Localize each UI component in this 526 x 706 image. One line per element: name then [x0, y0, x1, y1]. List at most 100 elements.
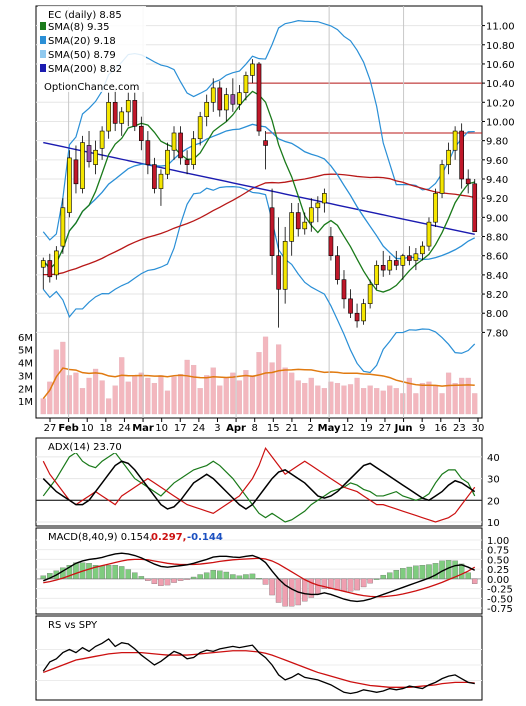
- candle-body: [230, 94, 236, 105]
- candle-body: [361, 303, 366, 322]
- volume-bar: [374, 388, 380, 415]
- price-tick-label: 11.00: [486, 22, 515, 33]
- volume-bar: [40, 398, 46, 415]
- volume-bar: [262, 336, 269, 415]
- volume-bar: [236, 380, 242, 415]
- candle-body: [139, 125, 144, 141]
- macd-histogram-bar: [288, 578, 295, 607]
- price-tick-label: 10.80: [486, 41, 515, 52]
- macd-histogram-bar: [249, 573, 256, 580]
- rs-panel-frame: [35, 615, 483, 701]
- macd-histogram-bar: [230, 574, 236, 580]
- macd-histogram-bar: [360, 578, 367, 588]
- candle-body: [426, 221, 432, 247]
- macd-label: MACD(8,40,9) 0.154,: [48, 532, 153, 543]
- date-tick-label: 15: [267, 423, 280, 434]
- macd-histogram-bar: [177, 578, 184, 581]
- candle-body: [374, 264, 379, 285]
- macd-histogram-bar: [301, 578, 308, 602]
- date-tick-label: 2: [307, 423, 313, 434]
- volume-bar: [328, 381, 334, 415]
- date-tick-label: Jun: [394, 423, 413, 434]
- macd-histogram-bar: [308, 578, 315, 598]
- candle-body: [178, 132, 183, 159]
- volume-bar: [282, 367, 288, 415]
- volume-bar: [119, 357, 125, 415]
- volume-bar: [347, 384, 354, 415]
- candle-body: [263, 140, 268, 146]
- macd-histogram-bar: [66, 565, 73, 580]
- price-tick-label: 10.20: [486, 98, 515, 109]
- date-tick-label: 12: [341, 423, 354, 434]
- candle-body: [380, 264, 386, 271]
- volume-bar: [164, 390, 171, 415]
- macd-histogram-bar: [262, 578, 269, 585]
- adx-panel: 40 30 20 10 ADX(14) 23.70: [35, 437, 500, 529]
- volume-bar: [269, 362, 275, 415]
- macd-histogram-bar: [419, 565, 426, 580]
- macd-histogram-bar: [223, 571, 230, 580]
- price-tick-label: 8.60: [486, 252, 508, 263]
- candle-body: [328, 236, 334, 257]
- candle-body: [237, 92, 242, 105]
- candle-body: [86, 145, 92, 163]
- date-tick-label: 9: [419, 423, 425, 434]
- date-tick-label: 8: [252, 423, 258, 434]
- volume-bar: [191, 364, 197, 415]
- bollinger-lower: [42, 185, 476, 374]
- candle-body: [465, 178, 471, 185]
- date-tick-label: 24: [118, 423, 131, 434]
- price-tick-label: 10.60: [486, 60, 515, 71]
- macd-histogram-bar: [354, 578, 360, 591]
- macd-histogram-bar: [92, 565, 99, 580]
- macd-histogram-bar: [171, 578, 177, 583]
- candle-body: [420, 245, 425, 255]
- candle-body: [93, 149, 98, 165]
- price-tick-label: 8.20: [486, 290, 508, 301]
- date-tick-label: 19: [360, 423, 373, 434]
- volume-bar: [276, 344, 282, 415]
- macd-histogram-bar: [86, 563, 92, 580]
- macd-histogram-bar: [269, 578, 275, 596]
- macd-histogram-bar: [125, 569, 132, 580]
- legend-items: SMA(8) 9.35 SMA(20) 9.18 SMA(50) 8.79 SMA(2…: [40, 22, 122, 75]
- volume-bar: [86, 377, 92, 415]
- adx-tick-label: 40: [487, 453, 500, 464]
- volume-bar: [151, 382, 158, 415]
- price-tick-label: 7.80: [486, 328, 508, 339]
- macd-histogram-bar: [452, 560, 458, 580]
- candle-body: [67, 157, 72, 213]
- adx-grid: [36, 456, 482, 523]
- price-tick-label: 8.00: [486, 309, 508, 320]
- volume-bar: [73, 372, 79, 415]
- macd-histogram-bar: [47, 573, 53, 580]
- volume-bar: [106, 398, 112, 415]
- macd-tick-label: -0.50: [487, 594, 513, 605]
- volume-bar: [66, 375, 73, 415]
- macd-hist-value: -0.144: [187, 532, 223, 543]
- macd-histogram-bar: [406, 566, 413, 580]
- volume-bar: [380, 390, 386, 415]
- macd-line: [42, 552, 476, 603]
- legend-label: SMA(20) 9.18: [48, 36, 116, 47]
- macd-tick-label: 1.00: [487, 536, 509, 547]
- macd-histogram-bar: [315, 578, 321, 594]
- rs-line: [42, 638, 475, 695]
- candle-body: [367, 284, 373, 304]
- candle-body: [165, 149, 170, 175]
- macd-histogram-bar: [99, 565, 105, 580]
- candle-body: [184, 159, 190, 165]
- candle-body: [308, 207, 314, 223]
- volume-bar: [472, 393, 478, 415]
- macd-tick-label: -0.25: [487, 585, 513, 596]
- volume-bar: [302, 382, 308, 415]
- candle-body: [132, 100, 138, 127]
- candle-body: [158, 173, 164, 189]
- volume-bars: [40, 336, 478, 415]
- macd-tick-label: 0.00: [487, 575, 509, 586]
- macd-tick-label: 0.25: [487, 565, 509, 576]
- legend-swatch: [40, 22, 46, 30]
- volume-bar: [308, 377, 314, 415]
- price-tick-label: 8.80: [486, 233, 508, 244]
